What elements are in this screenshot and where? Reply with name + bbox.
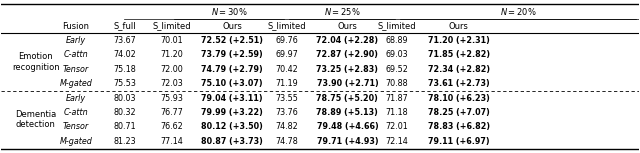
Text: 71.20 (+2.31): 71.20 (+2.31) (428, 36, 490, 45)
Text: 69.03: 69.03 (386, 50, 408, 59)
Text: 73.79 (+2.59): 73.79 (+2.59) (201, 50, 263, 59)
Text: 72.04 (+2.28): 72.04 (+2.28) (316, 36, 378, 45)
Text: 80.03: 80.03 (113, 94, 136, 103)
Text: 78.83 (+6.82): 78.83 (+6.82) (428, 122, 490, 131)
Text: 79.99 (+3.22): 79.99 (+3.22) (201, 108, 263, 117)
Text: 79.11 (+6.97): 79.11 (+6.97) (428, 137, 490, 146)
Text: 69.52: 69.52 (386, 65, 408, 74)
Text: 80.32: 80.32 (113, 108, 136, 117)
Text: M-gated: M-gated (60, 137, 92, 146)
Text: C-attn: C-attn (63, 50, 88, 59)
Text: 72.03: 72.03 (160, 79, 183, 88)
Text: 80.12 (+3.50): 80.12 (+3.50) (201, 122, 263, 131)
Text: 70.01: 70.01 (160, 36, 183, 45)
Text: 75.53: 75.53 (113, 79, 136, 88)
Text: 73.76: 73.76 (275, 108, 298, 117)
Text: 79.71 (+4.93): 79.71 (+4.93) (317, 137, 378, 146)
Text: $N=20\%$: $N=20\%$ (499, 6, 536, 17)
Text: 74.02: 74.02 (113, 50, 136, 59)
Text: Early: Early (66, 94, 86, 103)
Text: S_limited: S_limited (378, 22, 417, 31)
Text: 73.67: 73.67 (113, 36, 136, 45)
Text: $N=25\%$: $N=25\%$ (324, 6, 360, 17)
Text: 74.79 (+2.79): 74.79 (+2.79) (201, 65, 263, 74)
Text: 72.00: 72.00 (160, 65, 183, 74)
Text: 79.48 (+4.66): 79.48 (+4.66) (317, 122, 378, 131)
Text: S_full: S_full (113, 22, 136, 31)
Text: 71.20: 71.20 (160, 50, 183, 59)
Text: 71.19: 71.19 (275, 79, 298, 88)
Text: Ours: Ours (449, 22, 469, 31)
Text: 74.78: 74.78 (275, 137, 298, 146)
Text: M-gated: M-gated (60, 79, 92, 88)
Text: 81.23: 81.23 (113, 137, 136, 146)
Text: Fusion: Fusion (63, 22, 90, 31)
Text: 70.88: 70.88 (386, 79, 408, 88)
Text: 68.89: 68.89 (386, 36, 408, 45)
Text: 73.55: 73.55 (275, 94, 298, 103)
Text: 70.42: 70.42 (275, 65, 298, 74)
Text: S_limited: S_limited (268, 22, 306, 31)
Text: 76.77: 76.77 (160, 108, 183, 117)
Text: 75.93: 75.93 (160, 94, 183, 103)
Text: 78.89 (+5.13): 78.89 (+5.13) (316, 108, 378, 117)
Text: 71.18: 71.18 (386, 108, 408, 117)
Text: 77.14: 77.14 (160, 137, 183, 146)
Text: 72.87 (+2.90): 72.87 (+2.90) (316, 50, 378, 59)
Text: C-attn: C-attn (63, 108, 88, 117)
Text: 69.76: 69.76 (275, 36, 298, 45)
Text: Tensor: Tensor (63, 122, 89, 131)
Text: 69.97: 69.97 (275, 50, 298, 59)
Text: Emotion
recognition: Emotion recognition (12, 52, 60, 72)
Text: 76.62: 76.62 (160, 122, 183, 131)
Text: 79.04 (+3.11): 79.04 (+3.11) (201, 94, 263, 103)
Text: Early: Early (66, 36, 86, 45)
Text: $N=30\%$: $N=30\%$ (211, 6, 248, 17)
Text: 80.87 (+3.73): 80.87 (+3.73) (201, 137, 263, 146)
Text: 73.25 (+2.83): 73.25 (+2.83) (316, 65, 378, 74)
Text: 74.82: 74.82 (275, 122, 298, 131)
Text: 72.34 (+2.82): 72.34 (+2.82) (428, 65, 490, 74)
Text: 73.90 (+2.71): 73.90 (+2.71) (317, 79, 378, 88)
Text: 75.10 (+3.07): 75.10 (+3.07) (201, 79, 263, 88)
Text: 71.87: 71.87 (386, 94, 408, 103)
Text: Ours: Ours (337, 22, 357, 31)
Text: S_limited: S_limited (152, 22, 191, 31)
Text: 72.52 (+2.51): 72.52 (+2.51) (201, 36, 263, 45)
Text: 72.14: 72.14 (386, 137, 408, 146)
Text: 72.01: 72.01 (386, 122, 408, 131)
Text: Tensor: Tensor (63, 65, 89, 74)
Text: 75.18: 75.18 (113, 65, 136, 74)
Text: 78.75 (+5.20): 78.75 (+5.20) (316, 94, 378, 103)
Text: 71.85 (+2.82): 71.85 (+2.82) (428, 50, 490, 59)
Text: Dementia
detection: Dementia detection (15, 110, 56, 129)
Text: 78.10 (+6.23): 78.10 (+6.23) (428, 94, 490, 103)
Text: 80.71: 80.71 (113, 122, 136, 131)
Text: 73.61 (+2.73): 73.61 (+2.73) (428, 79, 490, 88)
Text: Ours: Ours (222, 22, 242, 31)
Text: 78.25 (+7.07): 78.25 (+7.07) (428, 108, 490, 117)
